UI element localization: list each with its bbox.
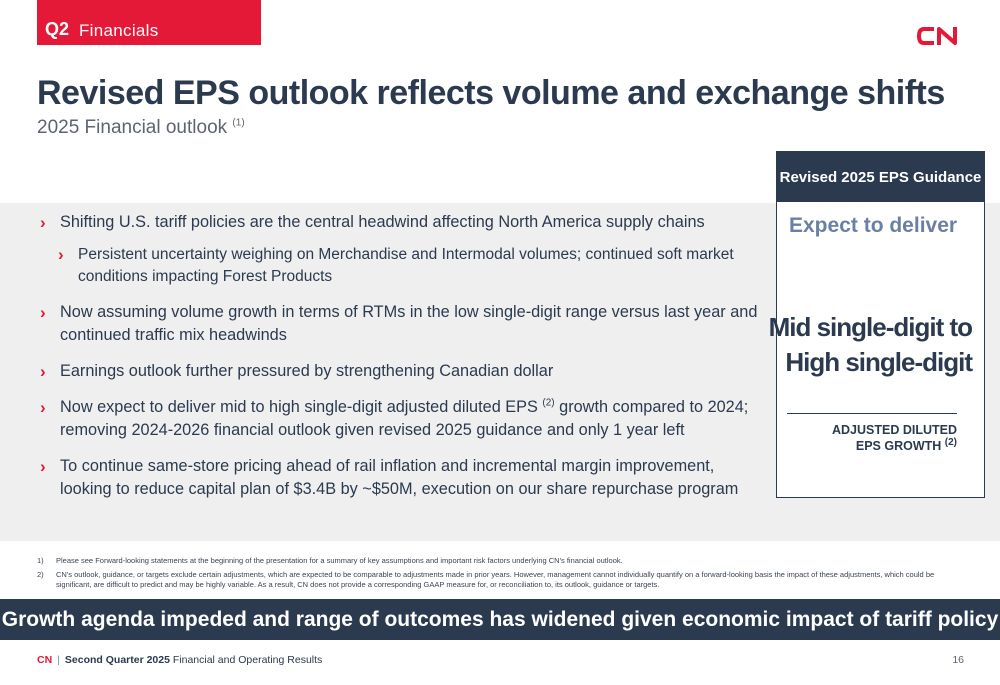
footnote-ref: (2) bbox=[542, 397, 555, 409]
chevron-icon: › bbox=[58, 245, 64, 264]
footnote: 2) CN's outlook, guidance, or targets exc… bbox=[37, 570, 935, 589]
guidance-value: Mid single-digit to High single-digit bbox=[768, 312, 973, 377]
chevron-icon: › bbox=[40, 213, 46, 232]
page-number: 16 bbox=[952, 654, 964, 666]
summary-banner: Growth agenda impeded and range of outco… bbox=[0, 599, 1000, 640]
bullet-item: › Now assuming volume growth in terms of … bbox=[40, 303, 758, 344]
chevron-icon: › bbox=[40, 362, 46, 381]
bullet-list: › Shifting U.S. tariff policies are the c… bbox=[40, 211, 770, 514]
expect-label: Expect to deliver bbox=[789, 214, 958, 237]
footnote-ref: (1) bbox=[232, 117, 245, 129]
chevron-icon: › bbox=[40, 303, 46, 322]
section-tag: Q2 Financials bbox=[37, 0, 261, 45]
card-header: Revised 2025 EPS Guidance bbox=[777, 152, 984, 202]
bullet-item: › Shifting U.S. tariff policies are the c… bbox=[40, 213, 705, 232]
chevron-icon: › bbox=[40, 398, 46, 417]
bullet-item: › Now expect to deliver mid to high singl… bbox=[40, 397, 749, 439]
guidance-metric-label: ADJUSTED DILUTED EPS GROWTH (2) bbox=[831, 423, 957, 453]
divider bbox=[787, 413, 957, 414]
footer: CN | Second Quarter 2025 Financial and Ope… bbox=[37, 654, 323, 666]
quarter-label: Q2 bbox=[45, 19, 70, 39]
eps-guidance-card: Revised 2025 EPS Guidance Expect to deli… bbox=[769, 151, 985, 498]
sub-bullet-item: › Persistent uncertainty weighing on Merc… bbox=[58, 245, 734, 285]
cn-logo bbox=[916, 27, 957, 45]
page-title: Revised EPS outlook reflects volume and … bbox=[37, 74, 945, 112]
footnote: 1) Please see Forward-looking statements … bbox=[37, 556, 623, 565]
section-label: Financials bbox=[79, 21, 159, 40]
page-subtitle: 2025 Financial outlook (1) bbox=[37, 117, 245, 138]
chevron-icon: › bbox=[40, 457, 46, 476]
footer-brand: CN bbox=[37, 654, 53, 666]
bullet-item: › Earnings outlook further pressured by s… bbox=[40, 362, 554, 381]
bullet-item: › To continue same-store pricing ahead of… bbox=[40, 457, 739, 498]
